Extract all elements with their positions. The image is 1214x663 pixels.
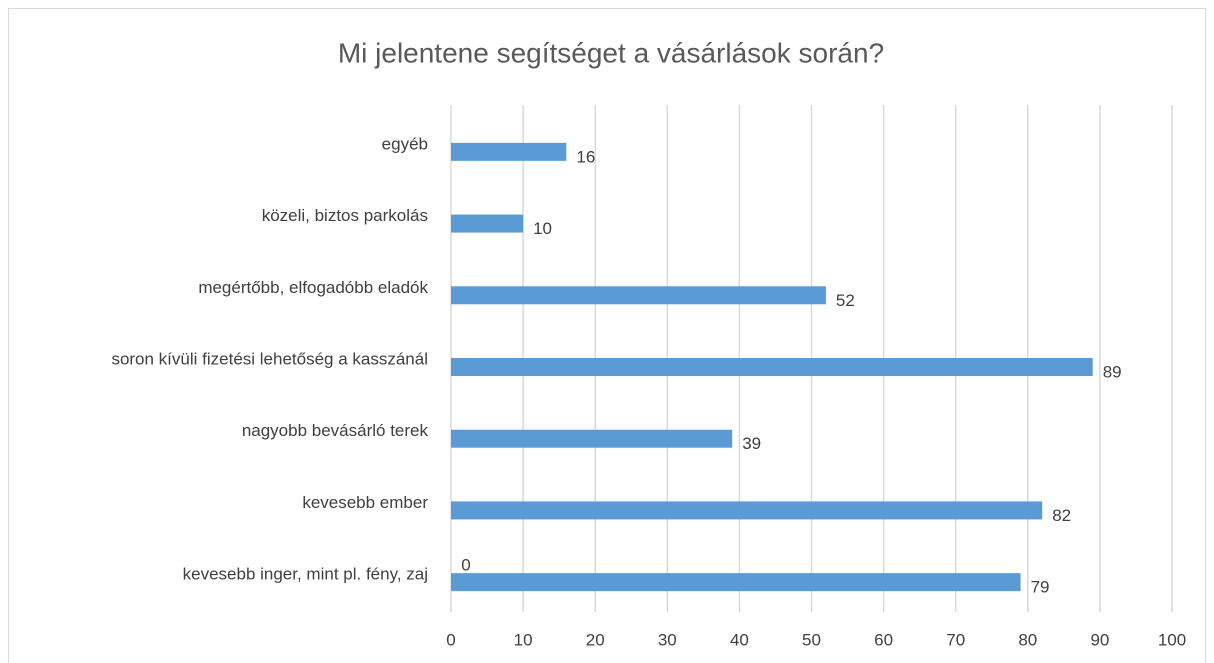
- x-tick-label: 60: [874, 630, 893, 649]
- y-tick-label: megértőbb, elfogadóbb eladók: [198, 278, 428, 297]
- x-tick-label: 30: [658, 630, 677, 649]
- x-tick-label: 90: [1090, 630, 1109, 649]
- value-label: 79: [1031, 578, 1050, 597]
- value-label: 82: [1052, 506, 1071, 525]
- x-tick-label: 80: [1018, 630, 1037, 649]
- bar: [451, 286, 826, 305]
- bar: [451, 573, 1021, 592]
- x-tick-label: 50: [802, 630, 821, 649]
- value-label: 52: [836, 291, 855, 310]
- value-label: 10: [533, 219, 552, 238]
- y-tick-label: kevesebb ember: [302, 493, 428, 512]
- y-tick-label: kevesebb inger, mint pl. fény, zaj: [183, 565, 428, 584]
- x-tick-label: 40: [730, 630, 749, 649]
- chart-frame: [8, 8, 1206, 663]
- value-label: 89: [1103, 362, 1122, 381]
- value-label: 16: [576, 147, 595, 166]
- y-tick-label: nagyobb bevásárló terek: [242, 421, 429, 440]
- x-tick-label: 100: [1158, 630, 1186, 649]
- bar: [451, 429, 733, 448]
- bar: [451, 214, 524, 233]
- bar: [451, 142, 567, 161]
- chart-title: Mi jelentene segítséget a vásárlások sor…: [338, 37, 884, 68]
- bar: [451, 501, 1043, 520]
- y-tick-label: soron kívüli fizetési lehetőség a kasszá…: [111, 349, 428, 368]
- bar: [451, 358, 1093, 376]
- x-tick-label: 70: [946, 630, 965, 649]
- y-tick-label: egyéb: [382, 134, 428, 153]
- annotation: 0: [461, 555, 470, 574]
- value-label: 39: [742, 434, 761, 453]
- x-tick-label: 10: [514, 630, 533, 649]
- x-tick-label: 0: [446, 630, 455, 649]
- y-tick-label: közeli, biztos parkolás: [262, 206, 428, 225]
- x-tick-label: 20: [586, 630, 605, 649]
